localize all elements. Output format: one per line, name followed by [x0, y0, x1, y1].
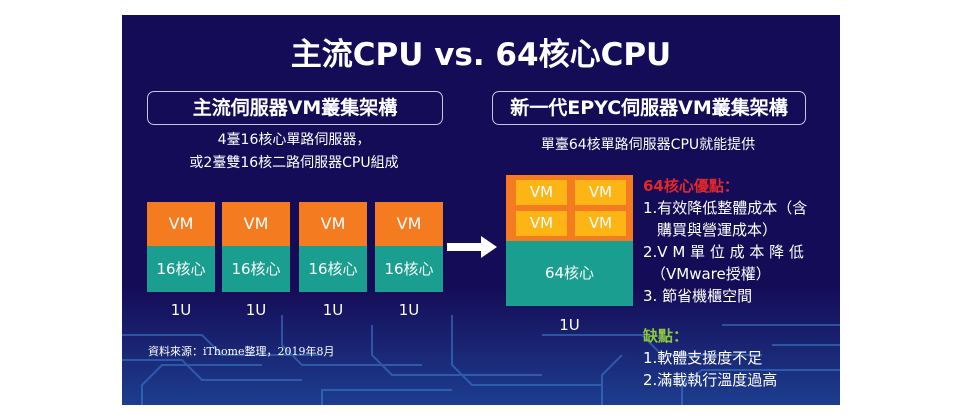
cons-item: 1.軟體支援度不足	[643, 349, 763, 367]
unit-label: 1U	[322, 301, 344, 319]
right-heading: 新一代EPYC伺服器VM叢集架構	[492, 91, 806, 125]
unit-label: 1U	[170, 301, 192, 319]
pros-item: 購買與營運成本）	[657, 221, 778, 239]
left-description: 4臺16核心單路伺服器， 或2臺雙16核二路伺服器CPU組成	[147, 129, 441, 175]
pros-list: 64核心優點： 1.有效降低整體成本（含 購買與營運成本） 2.V M 單 位 …	[643, 175, 833, 307]
vm-block: VM	[375, 202, 443, 246]
core-block: 16核心	[222, 246, 290, 292]
pros-item: 2.V M 單 位 成 本 降 低	[643, 243, 804, 261]
core-block: 16核心	[147, 246, 215, 292]
page-title: 主流CPU vs. 64核心CPU	[290, 37, 672, 73]
right-description: 單臺64核單路伺服器CPU就能提供	[540, 137, 756, 153]
infographic-panel: 主流CPU vs. 64核心CPU 主流伺服器VM叢集架構 4臺16核心單路伺服…	[122, 15, 840, 405]
cons-title: 缺點：	[643, 327, 689, 345]
server-2: VM 16核心	[222, 202, 290, 292]
core-block-64: 64核心	[506, 241, 633, 306]
pros-item: 3. 節省機櫃空間	[643, 287, 753, 305]
left-heading: 主流伺服器VM叢集架構	[147, 91, 443, 125]
server-4: VM 16核心	[375, 202, 443, 292]
vm-block: VM	[147, 202, 215, 246]
unit-label: 1U	[245, 301, 267, 319]
core-block: 16核心	[299, 246, 367, 292]
server-1: VM 16核心	[147, 202, 215, 292]
pros-title: 64核心優點：	[643, 177, 739, 195]
unit-label: 1U	[398, 301, 420, 319]
pros-item: 1.有效降低整體成本（含	[643, 199, 808, 217]
core-block: 16核心	[375, 246, 443, 292]
arrow-right-icon	[447, 236, 497, 258]
left-desc-line: 4臺16核心單路伺服器，	[217, 132, 371, 148]
vm-block: VM	[575, 180, 626, 205]
circuit-background	[122, 315, 840, 405]
cons-item: 2.滿載執行溫度過高	[643, 371, 778, 389]
cons-list: 缺點： 1.軟體支援度不足 2.滿載執行溫度過高	[643, 325, 833, 391]
vm-block: VM	[516, 180, 567, 205]
pros-item: （VMware授權）	[651, 265, 771, 283]
left-desc-line: 或2臺雙16核二路伺服器CPU組成	[189, 155, 399, 171]
vm-group: VM VM VM VM	[506, 175, 633, 241]
vm-block: VM	[575, 211, 626, 236]
server-3: VM 16核心	[299, 202, 367, 292]
vm-block: VM	[299, 202, 367, 246]
vm-block: VM	[222, 202, 290, 246]
unit-label: 1U	[559, 316, 580, 334]
source-note: 資料來源：iThome整理，2019年8月	[148, 345, 335, 358]
vm-block: VM	[516, 211, 567, 236]
